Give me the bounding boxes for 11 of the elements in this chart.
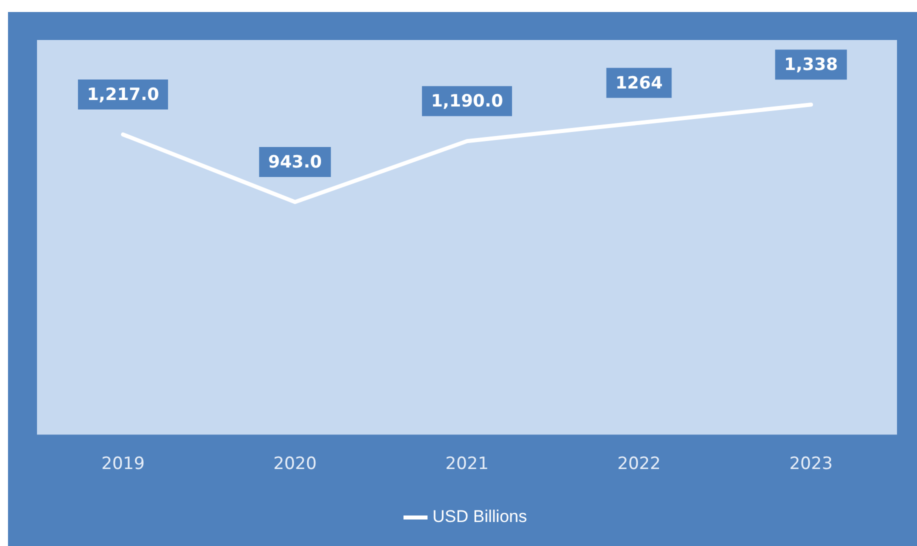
data-label: 1,190.0 [430, 92, 504, 112]
legend-label: USD Billions [432, 507, 527, 526]
data-label: 1,217.0 [86, 84, 160, 105]
x-tick-label: 2023 [789, 454, 833, 474]
x-tick-label: 2020 [273, 454, 317, 474]
data-label: 1,338 [784, 55, 838, 76]
x-tick-label: 2021 [445, 454, 489, 474]
x-tick-label: 2019 [101, 454, 145, 474]
data-label: 1264 [615, 73, 663, 94]
x-tick-label: 2022 [617, 454, 661, 474]
data-label: 943.0 [268, 152, 322, 172]
